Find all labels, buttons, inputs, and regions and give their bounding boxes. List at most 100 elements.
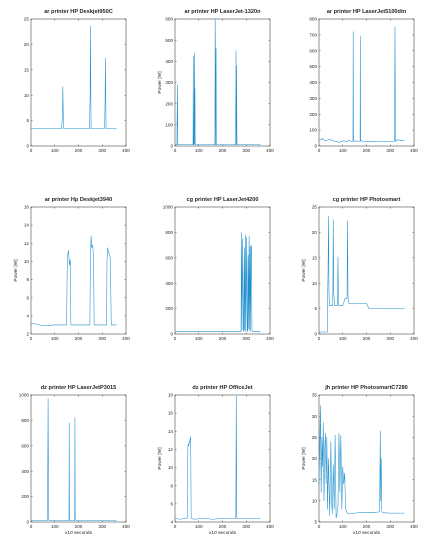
subplot-7: dz printer HP LaserJetP3015 0 100 200 300 400…: [19, 385, 131, 536]
x-tick-label: 200: [219, 148, 227, 153]
y-tick-label: 0: [170, 332, 173, 337]
power-trace-line: [31, 25, 117, 130]
y-tick-label: 4: [26, 313, 29, 318]
x-tick-label: 200: [75, 148, 83, 153]
x-tick-label: 0: [174, 524, 177, 529]
x-tick-label: 0: [174, 148, 177, 153]
subplot-5: cg printer HP LaserJet4200 0 100 200 300 400 0…: [163, 197, 275, 341]
x-tick-label: 100: [51, 148, 59, 153]
chart-title: jh printer HP PhotosmartC7280: [324, 385, 408, 391]
subplot-2: ar printer HP LaserJet-1320n 0 100 200 300 40…: [157, 9, 274, 153]
y-tick-label: 500: [165, 38, 173, 43]
subplot-9: jh printer HP PhotosmartC7280 0 100 200 300 4…: [301, 385, 418, 536]
y-tick-label: 1000: [163, 205, 174, 210]
x-tick-label: 100: [51, 524, 59, 529]
plot-frame: [318, 206, 415, 335]
power-trace-line: [30, 235, 117, 327]
x-tick-label: 0: [30, 524, 33, 529]
y-tick-label: 400: [21, 469, 29, 474]
y-tick-label: 16: [24, 205, 30, 210]
x-tick-label: 400: [266, 148, 274, 153]
y-axis-label: Power [W]: [157, 447, 163, 469]
plot-frame: [30, 394, 127, 523]
x-tick-label: 0: [318, 524, 321, 529]
y-tick-label: 800: [309, 17, 317, 22]
y-tick-label: 400: [309, 80, 317, 85]
power-trace-line: [319, 215, 405, 333]
chart-title: cg printer HP LaserJet4200: [186, 197, 258, 203]
y-tick-label: 1000: [19, 393, 30, 398]
power-trace-line: [31, 398, 117, 522]
subplot-6: cg printer HP Photosmart 0 100 200 300 400 0 5 1…: [301, 197, 418, 341]
plot-frame: [174, 394, 271, 523]
y-tick-label: 400: [165, 59, 173, 64]
y-tick-label: 15: [312, 477, 318, 482]
x-tick-label: 100: [339, 148, 347, 153]
chart-title: ar printer HP Deskjet950C: [44, 9, 113, 15]
y-tick-label: 0: [314, 144, 317, 149]
y-tick-label: 800: [165, 230, 173, 235]
y-tick-label: 15: [312, 255, 318, 260]
x-tick-label: 400: [122, 148, 130, 153]
x-axis-label: x10 seconds: [65, 530, 93, 536]
y-tick-label: 700: [309, 32, 317, 37]
y-tick-label: 300: [309, 96, 317, 101]
y-tick-label: 200: [309, 112, 317, 117]
y-tick-label: 0: [26, 520, 29, 525]
x-tick-label: 100: [339, 524, 347, 529]
chart-title: dz printer HP LaserJetP3015: [41, 385, 116, 391]
y-tick-label: 0: [26, 144, 29, 149]
x-tick-label: 100: [51, 336, 59, 341]
power-trace-line: [318, 26, 405, 143]
y-tick-label: 500: [309, 64, 317, 69]
y-tick-label: 35: [312, 393, 318, 398]
y-tick-label: 16: [168, 411, 174, 416]
y-axis-label: Power [W]: [13, 259, 19, 281]
power-trace-line: [175, 232, 261, 332]
x-tick-label: 200: [219, 336, 227, 341]
x-tick-label: 0: [318, 336, 321, 341]
y-tick-label: 600: [21, 443, 29, 448]
plot-frame: [174, 18, 271, 147]
x-tick-label: 200: [75, 524, 83, 529]
x-tick-label: 100: [195, 148, 203, 153]
y-tick-label: 4: [170, 520, 173, 525]
y-tick-label: 25: [24, 17, 30, 22]
x-tick-label: 400: [122, 524, 130, 529]
y-tick-label: 600: [309, 48, 317, 53]
subplot-8: dz printer HP OfficeJet 0 100 200 300 400 4 6 8 1…: [157, 385, 274, 536]
x-axis-label: x10 seconds: [209, 530, 237, 536]
subplot-3: ar printer HP LaserJet5100dtn 0 100 200 300 4…: [309, 9, 418, 153]
y-tick-label: 100: [165, 122, 173, 127]
y-tick-label: 8: [170, 483, 173, 488]
y-tick-label: 300: [165, 80, 173, 85]
y-tick-label: 8: [26, 277, 29, 282]
x-tick-label: 0: [30, 336, 33, 341]
y-tick-label: 5: [26, 118, 29, 123]
chart-title: ar printer Hp Deskjet3940: [45, 197, 112, 203]
y-tick-label: 10: [24, 93, 30, 98]
x-tick-label: 300: [98, 336, 106, 341]
y-tick-label: 14: [24, 223, 30, 228]
subplot-1: ar printer HP Deskjet950C 0 100 200 300 400 0 5…: [24, 9, 130, 153]
plot-frame: [174, 206, 271, 335]
y-tick-label: 12: [168, 447, 174, 452]
x-tick-label: 200: [75, 336, 83, 341]
x-tick-label: 0: [174, 336, 177, 341]
x-tick-label: 200: [363, 148, 371, 153]
x-tick-label: 300: [386, 524, 394, 529]
y-tick-label: 200: [165, 101, 173, 106]
x-tick-label: 300: [386, 148, 394, 153]
y-tick-label: 400: [165, 281, 173, 286]
x-tick-label: 100: [195, 524, 203, 529]
x-tick-label: 300: [386, 336, 394, 341]
y-tick-label: 10: [312, 281, 318, 286]
power-trace-line: [174, 395, 261, 520]
y-tick-label: 10: [312, 498, 318, 503]
y-axis-label: Power [W]: [301, 259, 307, 281]
x-tick-label: 300: [242, 524, 250, 529]
y-tick-label: 100: [309, 128, 317, 133]
x-tick-label: 300: [98, 148, 106, 153]
y-tick-label: 0: [170, 144, 173, 149]
x-tick-label: 0: [30, 148, 33, 153]
